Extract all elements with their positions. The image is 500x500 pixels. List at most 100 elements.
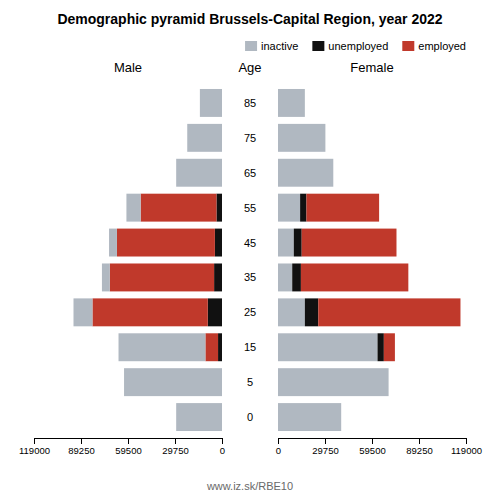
bar-segment <box>187 124 222 152</box>
bar-segment <box>325 124 326 152</box>
tick: 59500 <box>359 438 385 456</box>
bar-segment <box>141 194 217 222</box>
bar-segment <box>278 229 294 257</box>
axis-line <box>279 439 467 445</box>
category-label: 5 <box>247 376 253 388</box>
tick-mark <box>278 438 279 444</box>
bar-segment <box>300 194 306 222</box>
tick-label: 29750 <box>162 445 188 456</box>
tick-label: 59500 <box>359 445 385 456</box>
legend-swatch <box>245 41 257 51</box>
tick-mark <box>325 438 326 444</box>
bar-segment <box>384 333 395 361</box>
bar-segment <box>278 263 292 291</box>
tick-label: 89250 <box>68 445 94 456</box>
tick: 119000 <box>19 438 50 456</box>
legend-item: unemployed <box>312 40 388 52</box>
category-label: 75 <box>244 132 256 144</box>
tick-mark <box>175 438 176 444</box>
tick-label: 119000 <box>451 445 482 456</box>
category-label: 85 <box>244 97 256 109</box>
legend-item: inactive <box>245 40 298 52</box>
bar-segment <box>214 263 222 291</box>
bar-segment <box>388 368 389 396</box>
tick-label: 0 <box>276 445 281 456</box>
tick: 89250 <box>68 438 94 456</box>
bars <box>73 89 222 431</box>
tick-mark <box>466 438 467 444</box>
bar-segment <box>304 89 305 117</box>
legend-label: unemployed <box>328 40 388 52</box>
panel-header: Female <box>350 60 393 75</box>
tick-label: 29750 <box>312 445 338 456</box>
x-axis: 119000 89250 59500 29750 0 <box>19 438 225 456</box>
tick: 119000 <box>451 438 482 456</box>
tick: 89250 <box>406 438 432 456</box>
tick-mark <box>419 438 420 444</box>
category-label: 15 <box>244 341 256 353</box>
bar-segment <box>119 333 206 361</box>
bar-segment <box>110 263 214 291</box>
bar-segment <box>278 403 341 431</box>
bar-segment <box>302 229 397 257</box>
bar-segment <box>294 229 302 257</box>
bar-segment <box>325 124 326 152</box>
bar-segment <box>208 298 222 326</box>
bar-segment <box>200 89 222 117</box>
tick-label: 59500 <box>115 445 141 456</box>
tick-label: 0 <box>220 445 225 456</box>
tick-mark <box>81 438 82 444</box>
bar-segment <box>278 368 389 396</box>
tick-label: 119000 <box>19 445 50 456</box>
title: Demographic pyramid Brussels-Capital Reg… <box>57 11 442 27</box>
tick-mark <box>34 438 35 444</box>
axis-line <box>35 439 223 445</box>
bar-segment <box>333 159 334 187</box>
bar-segment <box>278 159 333 187</box>
chart: 1190008925059500297500Male02975059500892… <box>0 0 500 500</box>
tick: 0 <box>220 438 225 456</box>
bar-segment <box>126 194 140 222</box>
bar-segment <box>278 333 378 361</box>
tick-mark <box>222 438 223 444</box>
bar-segment <box>304 89 305 117</box>
category-label: 25 <box>244 306 256 318</box>
bar-segment <box>176 403 222 431</box>
bar-segment <box>341 403 342 431</box>
legend-label: inactive <box>261 40 298 52</box>
category-label: 65 <box>244 167 256 179</box>
tick: 29750 <box>162 438 188 456</box>
bar-segment <box>73 298 92 326</box>
tick-mark <box>128 438 129 444</box>
bar-segment <box>216 194 222 222</box>
bar-segment <box>378 333 384 361</box>
footer: www.iz.sk/RBE10 <box>206 480 293 492</box>
bar-segment <box>278 89 305 117</box>
bar-segment <box>124 368 222 396</box>
bar-segment <box>301 263 408 291</box>
category-labels: 051525354555657585 <box>244 97 256 423</box>
bar-segment <box>278 298 305 326</box>
legend: inactive unemployed employed <box>245 40 466 52</box>
legend-swatch <box>402 41 414 51</box>
tick-mark <box>372 438 373 444</box>
legend-swatch <box>312 41 324 51</box>
bar-segment <box>318 298 460 326</box>
bar-segment <box>306 194 379 222</box>
bar-segment <box>109 229 117 257</box>
bar-segment <box>215 229 222 257</box>
legend-item: employed <box>402 40 466 52</box>
bar-segment <box>341 403 342 431</box>
bar-segment <box>278 194 300 222</box>
bar-segment <box>92 298 207 326</box>
axis-title: Age <box>238 60 261 75</box>
category-label: 55 <box>244 202 256 214</box>
tick: 29750 <box>312 438 338 456</box>
tick: 59500 <box>115 438 141 456</box>
category-label: 45 <box>244 237 256 249</box>
bar-segment <box>292 263 301 291</box>
bars <box>278 89 460 431</box>
x-axis: 0 29750 59500 89250 119000 <box>276 438 482 456</box>
bar-segment <box>218 333 222 361</box>
bar-segment <box>102 263 110 291</box>
